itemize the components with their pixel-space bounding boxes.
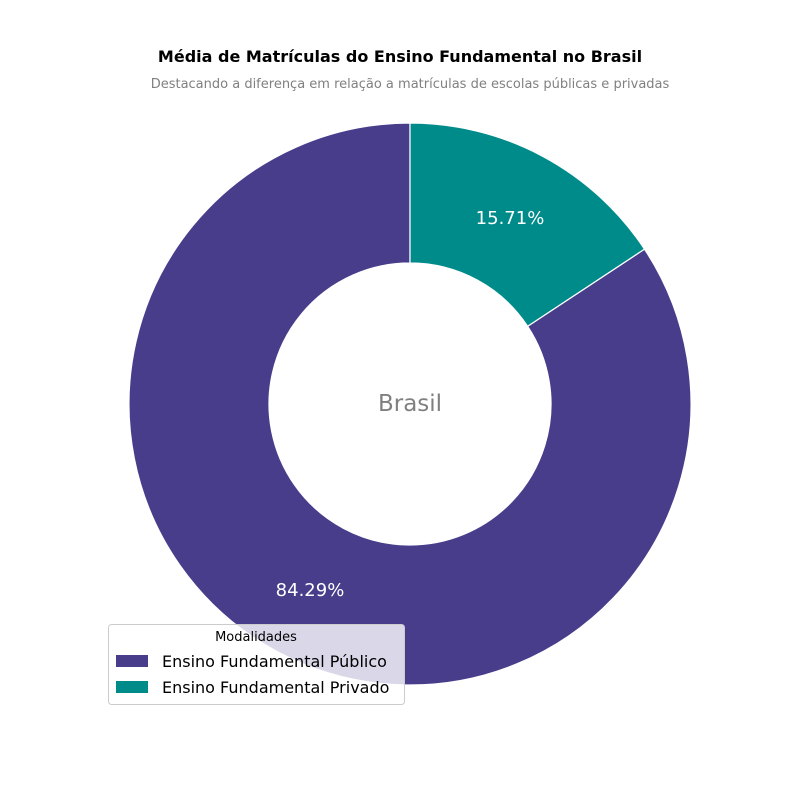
center-label: Brasil bbox=[378, 391, 442, 417]
slice-label-publico: 84.29% bbox=[276, 580, 345, 601]
slice-privado bbox=[409, 122, 646, 328]
chart-title: Média de Matrículas do Ensino Fundamenta… bbox=[158, 47, 642, 66]
slices-group bbox=[128, 122, 692, 686]
legend-title: Modalidades bbox=[215, 630, 297, 645]
slice-labels-group: 84.29% 15.71% bbox=[276, 208, 545, 601]
legend-entries: Ensino Fundamental Público Ensino Fundame… bbox=[116, 652, 389, 697]
legend: Modalidades Ensino Fundamental PúblicoEn… bbox=[108, 624, 405, 705]
chart-subtitle: Destacando a diferença em relação a matr… bbox=[151, 77, 670, 92]
legend-swatch-privado bbox=[116, 681, 148, 693]
slice-publico bbox=[128, 122, 692, 686]
legend-swatch-publico bbox=[116, 655, 148, 667]
legend-box bbox=[108, 624, 405, 705]
legend-label-privado: Ensino Fundamental Privado bbox=[162, 678, 389, 697]
legend-label-publico: Ensino Fundamental Público bbox=[162, 652, 387, 671]
slice-label-privado: 15.71% bbox=[476, 208, 545, 229]
